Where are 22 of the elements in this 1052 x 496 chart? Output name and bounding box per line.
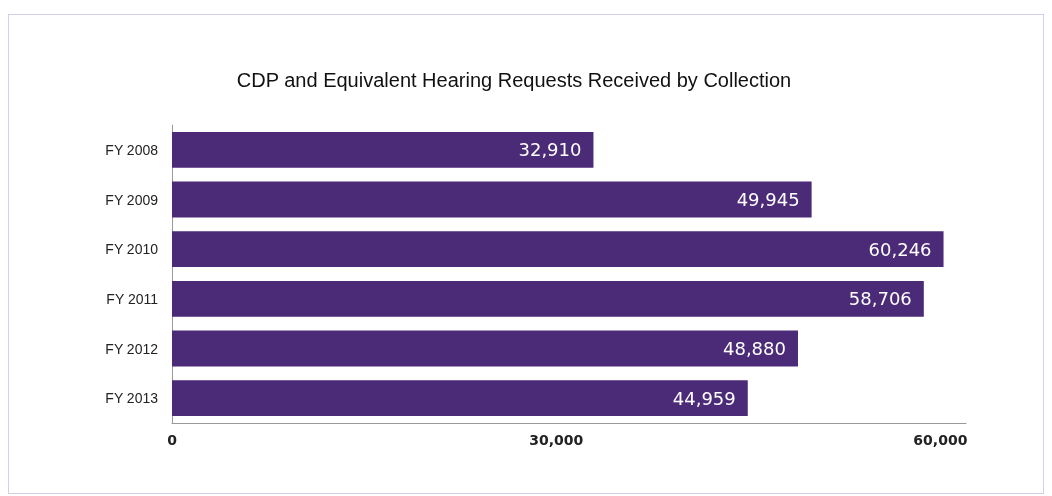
bar	[172, 380, 748, 417]
data-label: 60,246	[868, 238, 932, 260]
y-tick-label: FY 2012	[105, 340, 159, 357]
x-tick-label: 0	[167, 432, 178, 448]
data-label: 58,706	[848, 288, 912, 310]
bar	[172, 181, 812, 218]
bar	[172, 231, 944, 268]
data-label: 48,880	[722, 338, 786, 359]
x-tick-label: 60,000	[913, 432, 968, 448]
y-tick-label: FY 2013	[105, 390, 159, 407]
data-label: 44,959	[672, 387, 736, 409]
y-tick-label: FY 2008	[105, 141, 159, 158]
bar	[172, 131, 594, 168]
data-label: 32,910	[518, 139, 582, 161]
y-tick-label: FY 2010	[105, 241, 159, 258]
y-tick-label: FY 2009	[105, 191, 159, 208]
y-tick-label: FY 2011	[106, 290, 159, 307]
bar	[172, 330, 798, 367]
chart-title: CDP and Equivalent Hearing Requests Received by Collection	[236, 69, 792, 91]
bar	[172, 280, 924, 317]
x-tick-label: 30,000	[529, 432, 584, 448]
data-label: 49,945	[736, 189, 800, 210]
